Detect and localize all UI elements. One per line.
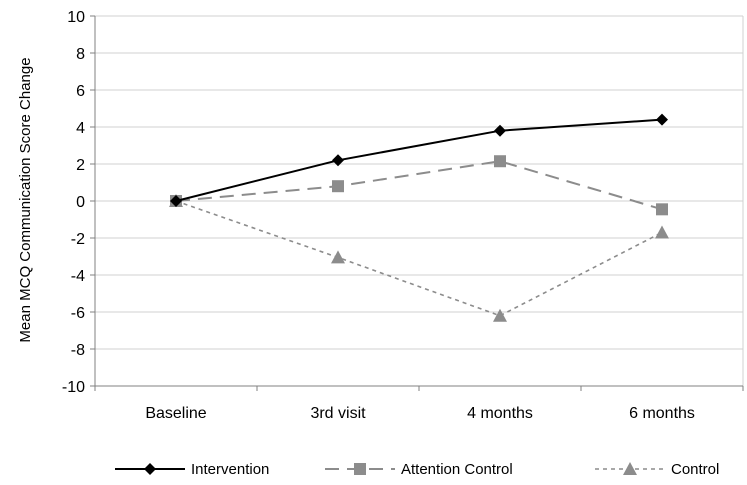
legend-label-attention-control: Attention Control [401,461,513,478]
legend-marker-intervention [144,463,156,475]
intervention-point [170,195,182,207]
legend: Intervention Attention Control Control [115,461,719,478]
y-tick-label: -8 [71,342,85,359]
legend-marker-control [623,462,637,475]
y-tick-label: 8 [76,46,85,63]
y-tick-label: 6 [76,83,85,100]
intervention-point [494,124,506,137]
legend-marker-attention-control [354,463,366,475]
control-line [175,200,663,317]
control-point [655,225,669,239]
y-tick-label: 2 [76,157,85,174]
control-point [493,308,507,322]
y-tick-label: 0 [76,194,85,211]
control-point [331,250,345,264]
legend-label-intervention: Intervention [191,461,269,478]
intervention-point [332,154,344,167]
x-axis-ticks: Baseline 3rd visit 4 months 6 months [145,405,695,422]
y-tick-label: -2 [71,231,85,248]
y-tick-label: 10 [67,9,85,26]
x-tick-label: 3rd visit [310,405,366,422]
legend-label-control: Control [671,461,719,478]
x-tick-label: 4 months [467,405,533,422]
y-axis-title: Mean MCQ Communication Score Change [17,57,34,342]
attention-control-line [175,160,663,211]
series-group [169,113,669,322]
attention-control-point [332,180,344,193]
y-tick-label: 4 [76,120,85,137]
gridlines [95,15,744,387]
y-axis-ticks: 10 8 6 4 2 0 -2 -4 -6 -8 -10 [62,9,85,396]
attention-control-point [656,203,668,216]
intervention-line [175,118,663,202]
intervention-point [656,113,668,126]
x-tick-label: 6 months [629,405,695,422]
y-tick-label: -10 [62,379,85,396]
attention-control-point [494,155,506,168]
x-tick-label: Baseline [145,405,206,422]
y-tick-label: -6 [71,305,85,322]
axes [90,15,744,391]
y-tick-label: -4 [71,268,85,285]
